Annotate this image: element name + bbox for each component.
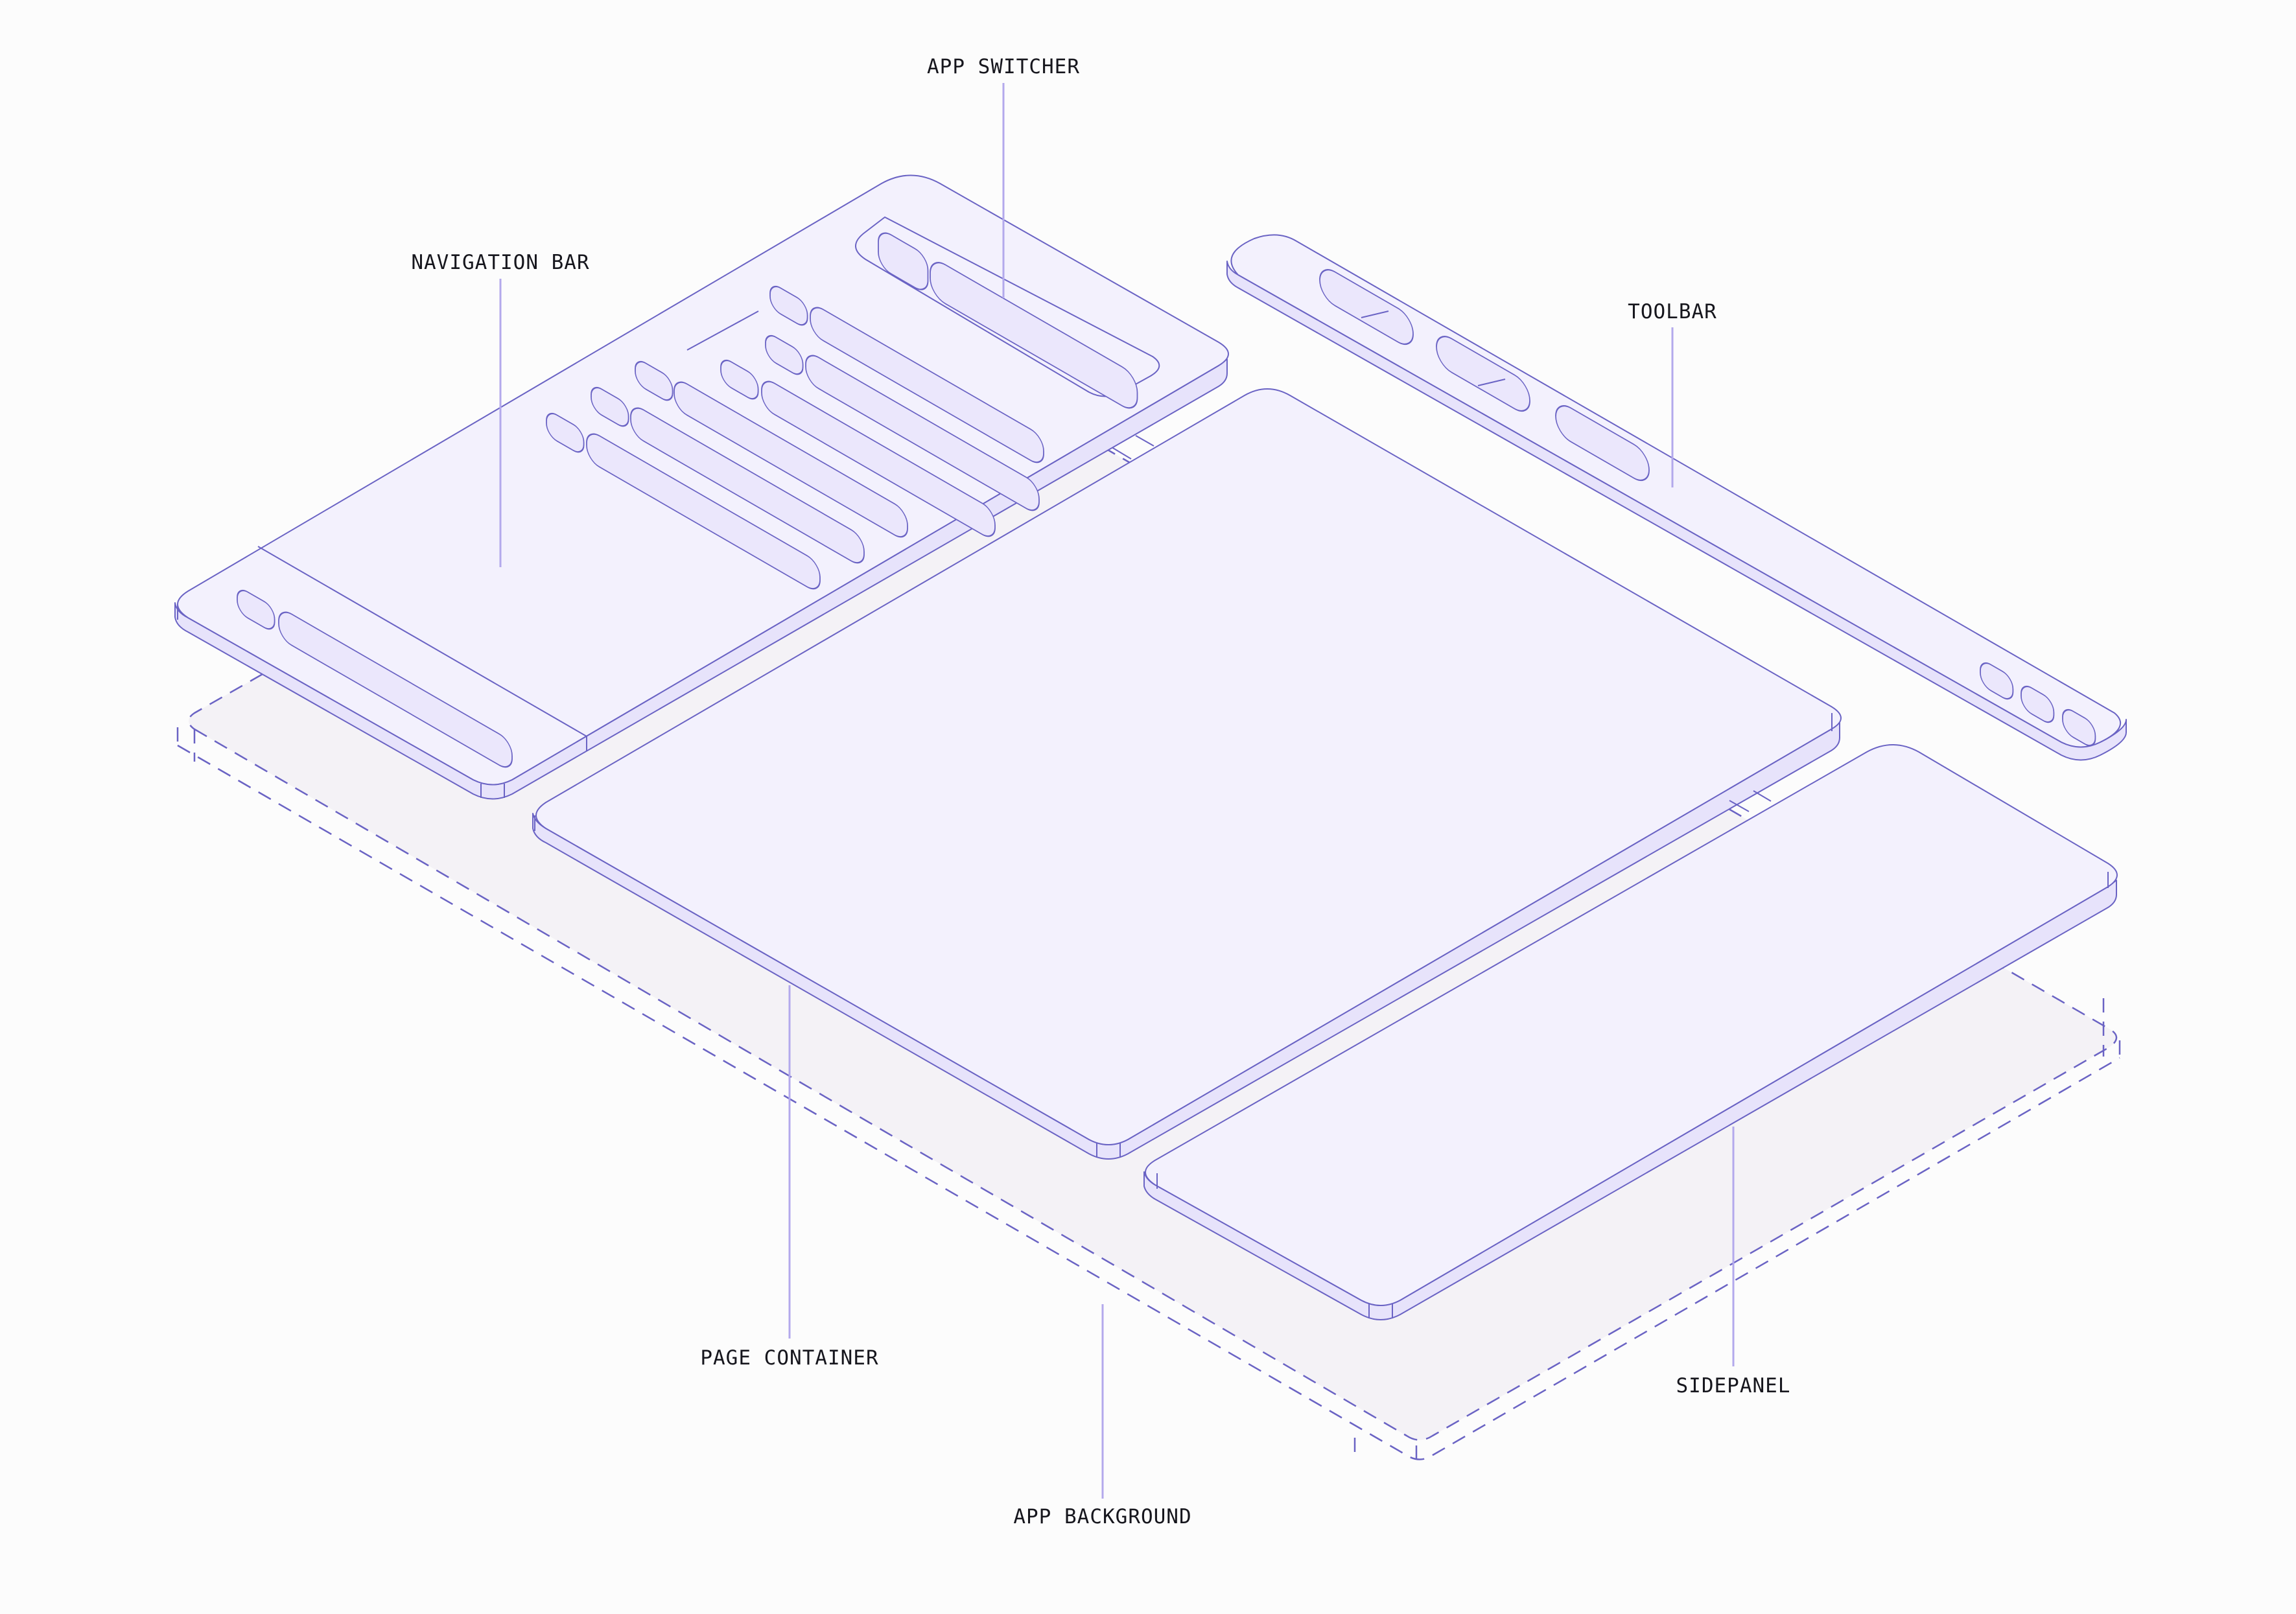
callout-lines [499, 83, 1735, 1499]
page-container-layer [532, 388, 1842, 1160]
navigation-bar-label: NAVIGATION BAR [411, 251, 589, 274]
nav-footer-icon[interactable] [237, 586, 275, 633]
navigation-bar-top [177, 174, 1229, 786]
nav-item-2-icon[interactable] [765, 331, 804, 379]
toolbar-separator-1 [1361, 310, 1389, 318]
sidepanel-layer [1143, 744, 2118, 1320]
app-switcher-label: APP SWITCHER [927, 55, 1080, 78]
toolbar-item-3[interactable] [1555, 399, 1650, 487]
nav-item-6-label[interactable] [586, 428, 821, 594]
nav-item-4-label[interactable] [674, 377, 908, 543]
page-container-connector-2 [1135, 435, 1154, 447]
navigation-bar-divider [257, 546, 587, 737]
nav-item-3-icon[interactable] [720, 356, 759, 403]
app-background-edge [177, 744, 2120, 1460]
app-switcher-name-field[interactable] [930, 256, 1138, 414]
labels: APP SWITCHER NAVIGATION BAR TOOLBAR PAGE… [411, 55, 1790, 1528]
sidepanel-top [1145, 744, 2118, 1306]
toolbar-layer [1226, 234, 2127, 761]
sidepanel-label: SIDEPANEL [1676, 1374, 1791, 1398]
navigation-bar-layer [174, 174, 1229, 800]
nav-item-1-label[interactable] [810, 302, 1044, 468]
toolbar-label: TOOLBAR [1628, 300, 1717, 323]
nav-item-1-icon[interactable] [769, 282, 808, 329]
toolbar-separator-2 [1477, 379, 1506, 386]
toolbar-item-1[interactable] [1319, 263, 1414, 351]
nav-item-2-label[interactable] [805, 350, 1040, 516]
app-switcher-logo-icon[interactable] [878, 228, 929, 295]
navigation-section-separator [686, 310, 759, 351]
sidepanel-connector-1 [1729, 800, 1750, 812]
nav-item-5-label[interactable] [630, 403, 865, 568]
page-container-label: PAGE CONTAINER [700, 1346, 878, 1370]
nav-item-3-label[interactable] [761, 376, 996, 542]
toolbar-icon-1[interactable] [1980, 659, 2014, 703]
page-container-connector-1 [1111, 447, 1132, 460]
toolbar-icon-3[interactable] [2062, 705, 2096, 750]
nav-item-6-icon[interactable] [546, 409, 585, 456]
nav-footer-label[interactable] [278, 607, 513, 773]
nav-item-5-icon[interactable] [591, 383, 629, 430]
nav-item-4-icon[interactable] [635, 357, 674, 404]
sidepanel-connector-2 [1753, 790, 1772, 802]
page-container-top [535, 388, 1842, 1145]
app-background-label: APP BACKGROUND [1013, 1505, 1191, 1528]
toolbar-icon-2[interactable] [2021, 682, 2055, 727]
toolbar-item-2[interactable] [1436, 330, 1530, 417]
